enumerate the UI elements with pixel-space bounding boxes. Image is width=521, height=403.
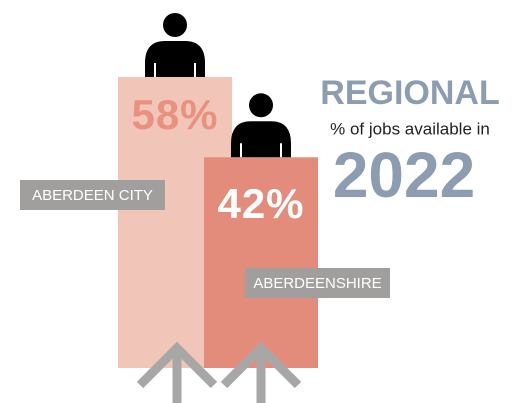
bars: 58% 42% ABERDEEN CITY ABERDEENSHIRE xyxy=(20,13,390,368)
year: 2022 xyxy=(333,139,475,211)
chevrons xyxy=(136,341,302,403)
category-label: ABERDEENSHIRE xyxy=(253,275,381,292)
value-label: 58% xyxy=(131,91,218,138)
person-arms xyxy=(240,143,282,158)
subtitle: % of jobs available in xyxy=(330,119,490,138)
chevron xyxy=(220,341,302,389)
person-body xyxy=(145,41,205,77)
person-body xyxy=(231,121,291,158)
chevron xyxy=(136,341,218,389)
category-label: ABERDEEN CITY xyxy=(32,187,153,204)
title: REGIONAL xyxy=(320,74,499,112)
value-label: 42% xyxy=(217,180,304,227)
person-head xyxy=(249,93,273,118)
bar xyxy=(204,157,318,368)
category-box xyxy=(20,180,165,210)
category-box xyxy=(245,268,390,298)
person-head xyxy=(163,13,187,37)
person-arms xyxy=(154,63,196,77)
